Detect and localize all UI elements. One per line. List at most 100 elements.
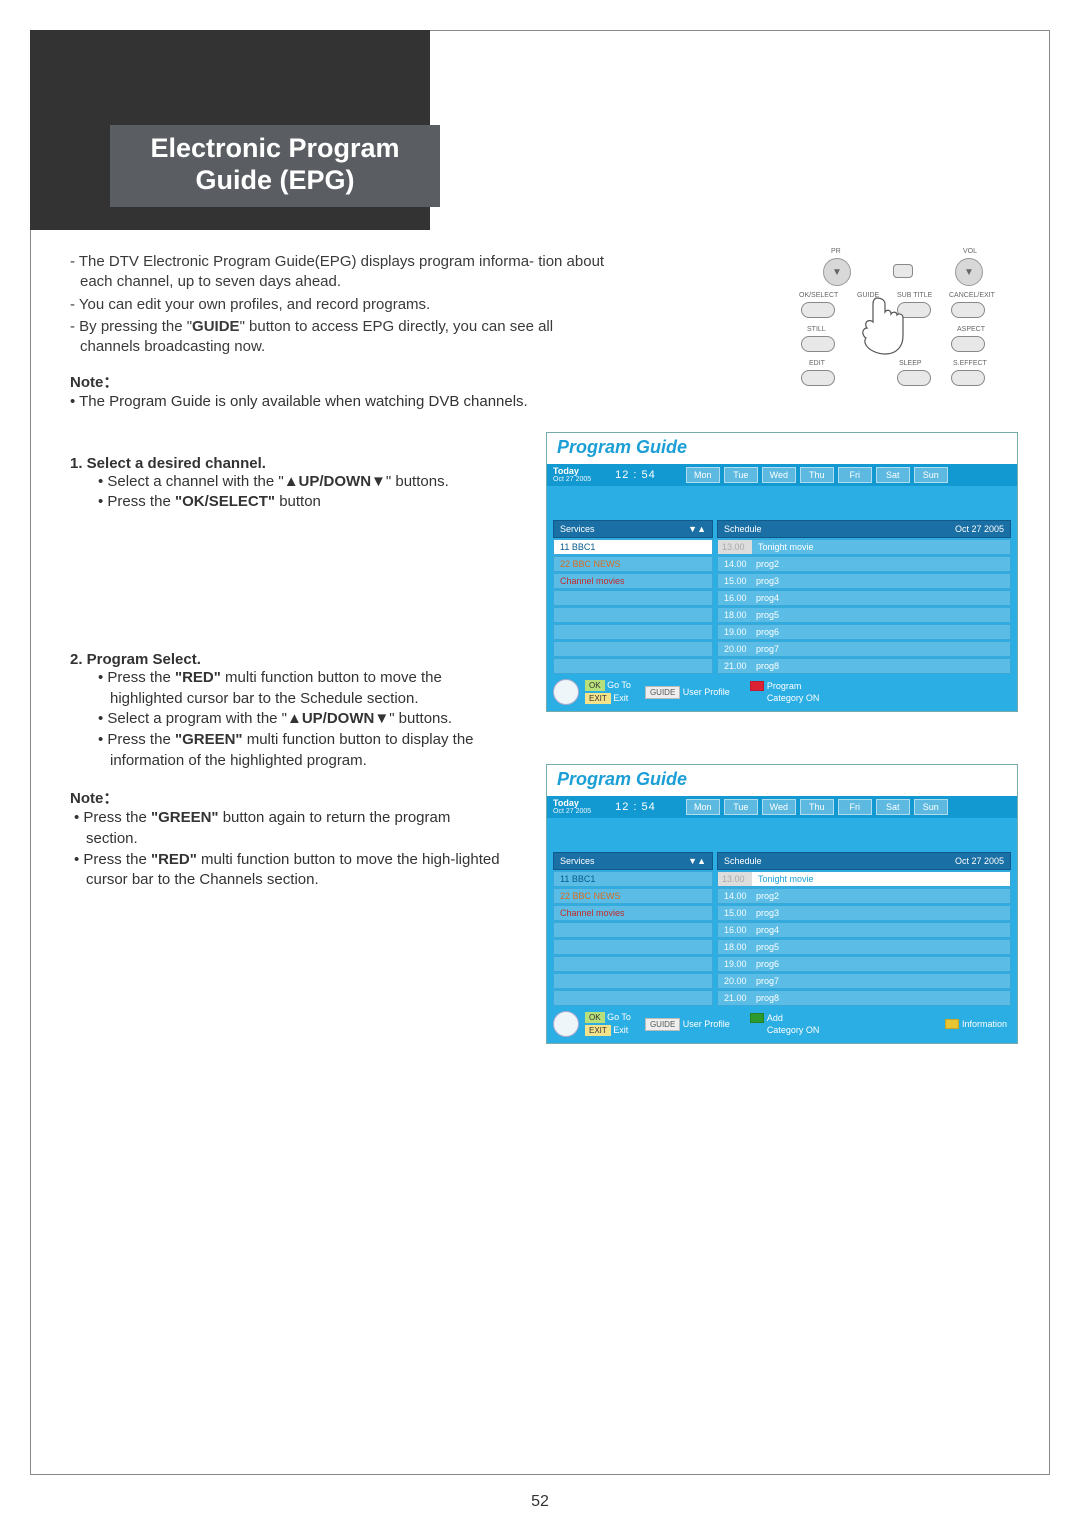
epg-day-tab[interactable]: Sun xyxy=(914,799,948,815)
epg-day-tab[interactable]: Wed xyxy=(762,467,796,483)
epg-services-col: Services▼▲11 BBC122 BBC NEWSChannel movi… xyxy=(553,852,713,1007)
epg-service-row[interactable]: Channel movies xyxy=(553,905,713,921)
epg-schedule-row[interactable]: 15.00prog3 xyxy=(717,905,1011,921)
footer-userprofile: User Profile xyxy=(683,1019,730,1029)
epg-services-col: Services▼▲11 BBC122 BBC NEWSChannel movi… xyxy=(553,520,713,675)
footer-category: Category ON xyxy=(767,1025,820,1035)
epg-service-row-empty xyxy=(553,973,713,989)
epg-schedule-row[interactable]: 13.00Tonight movie xyxy=(717,871,1011,887)
epg-service-row-empty xyxy=(553,624,713,640)
epg-grid: Services▼▲11 BBC122 BBC NEWSChannel movi… xyxy=(547,520,1017,675)
yellow-swatch xyxy=(945,1019,959,1029)
page-number: 52 xyxy=(0,1493,1080,1511)
title-line1: Electronic Program xyxy=(116,133,434,165)
epg-title: Program Guide xyxy=(547,433,1017,464)
epg-service-row[interactable]: 11 BBC1 xyxy=(553,871,713,887)
epg-schedule-row[interactable]: 19.00prog6 xyxy=(717,956,1011,972)
epg-schedule-row[interactable]: 16.00prog4 xyxy=(717,922,1011,938)
epg-footer-right: Add Category ON xyxy=(750,1013,820,1036)
epg-day-tab[interactable]: Sat xyxy=(876,467,910,483)
epg-schedule-row[interactable]: 18.00prog5 xyxy=(717,607,1011,623)
note1-text: • The Program Guide is only available wh… xyxy=(70,392,1018,412)
ok-pill: OK xyxy=(585,680,605,691)
epg-time: 12 : 54 xyxy=(615,469,656,481)
epg-day-tab[interactable]: Fri xyxy=(838,799,872,815)
note2-body: • Press the "GREEN" button again to retu… xyxy=(70,808,500,891)
intro-p2: - You can edit your own profiles, and re… xyxy=(70,295,610,315)
guide-pill: GUIDE xyxy=(645,1018,680,1031)
epg-service-row-empty xyxy=(553,939,713,955)
intro-p1: - The DTV Electronic Program Guide(EPG) … xyxy=(70,252,610,293)
step1-body: • Select a channel with the "▲UP/DOWN▼" … xyxy=(70,472,490,513)
footer-goto: Go To xyxy=(607,680,631,690)
epg-screenshot-2: Program Guide TodayOct 27 2005 12 : 54Mo… xyxy=(546,764,1018,1044)
epg-service-row-empty xyxy=(553,607,713,623)
epg-day-tab[interactable]: Thu xyxy=(800,467,834,483)
epg-today: TodayOct 27 2005 xyxy=(553,467,591,483)
epg-day-tab[interactable]: Tue xyxy=(724,799,758,815)
step2-li1: • Press the "RED" multi function button … xyxy=(98,668,490,709)
epg-service-row-empty xyxy=(553,956,713,972)
epg-service-row[interactable]: Channel movies xyxy=(553,573,713,589)
footer-exit: Exit xyxy=(613,693,628,703)
epg-footer: OK Go To EXIT Exit GUIDE User Profile Pr… xyxy=(547,675,1017,711)
epg-schedule-row[interactable]: 19.00prog6 xyxy=(717,624,1011,640)
epg-services-header: Services▼▲ xyxy=(553,520,713,538)
epg-service-row-empty xyxy=(553,590,713,606)
epg-day-tab[interactable]: Tue xyxy=(724,467,758,483)
footer-information: Information xyxy=(962,1019,1007,1029)
epg-day-tab[interactable]: Wed xyxy=(762,799,796,815)
epg-schedule-row[interactable]: 14.00prog2 xyxy=(717,888,1011,904)
epg-schedule-row[interactable]: 21.00prog8 xyxy=(717,990,1011,1006)
epg-schedule-row[interactable]: 14.00prog2 xyxy=(717,556,1011,572)
epg-schedule-col: ScheduleOct 27 200513.00Tonight movie14.… xyxy=(717,852,1011,1007)
step1-li2: • Press the "OK/SELECT" button xyxy=(98,492,490,513)
epg-schedule-row[interactable]: 20.00prog7 xyxy=(717,973,1011,989)
epg-topbar: TodayOct 27 2005 12 : 54MonTueWedThuFriS… xyxy=(547,796,1017,818)
note2-li2: • Press the "RED" multi function button … xyxy=(74,850,500,891)
epg-day-tab[interactable]: Fri xyxy=(838,467,872,483)
epg-footer: OK Go To EXIT Exit GUIDE User Profile Ad… xyxy=(547,1007,1017,1043)
ok-pill: OK xyxy=(585,1012,605,1023)
footer-userprofile: User Profile xyxy=(683,687,730,697)
dpad-icon xyxy=(553,1011,579,1037)
epg-schedule-header: ScheduleOct 27 2005 xyxy=(717,852,1011,870)
step2-body: • Press the "RED" multi function button … xyxy=(70,668,490,771)
epg-day-tab[interactable]: Sat xyxy=(876,799,910,815)
footer-program: Program xyxy=(767,681,802,691)
epg-grid: Services▼▲11 BBC122 BBC NEWSChannel movi… xyxy=(547,852,1017,1007)
epg-schedule-row[interactable]: 21.00prog8 xyxy=(717,658,1011,674)
epg-title: Program Guide xyxy=(547,765,1017,796)
exit-pill: EXIT xyxy=(585,1025,611,1036)
footer-exit: Exit xyxy=(613,1025,628,1035)
epg-schedule-col: ScheduleOct 27 200513.00Tonight movie14.… xyxy=(717,520,1011,675)
epg-service-row[interactable]: 11 BBC1 xyxy=(553,539,713,555)
epg-schedule-row[interactable]: 20.00prog7 xyxy=(717,641,1011,657)
epg-service-row[interactable]: 22 BBC NEWS xyxy=(553,556,713,572)
epg-service-row-empty xyxy=(553,922,713,938)
intro-p3: - By pressing the "GUIDE" button to acce… xyxy=(70,317,610,358)
guide-pill: GUIDE xyxy=(645,686,680,699)
sort-icon: ▼▲ xyxy=(688,856,706,866)
epg-footer-left: OK Go To EXIT Exit xyxy=(585,1012,631,1036)
dpad-icon xyxy=(553,679,579,705)
epg-screenshot-1: Program Guide TodayOct 27 2005 12 : 54 Mo… xyxy=(546,432,1018,712)
epg-schedule-row[interactable]: 15.00prog3 xyxy=(717,573,1011,589)
epg-schedule-row[interactable]: 18.00prog5 xyxy=(717,939,1011,955)
epg-schedule-row[interactable]: 16.00prog4 xyxy=(717,590,1011,606)
green-swatch xyxy=(750,1013,764,1023)
note2: Note： • Press the "GREEN" button again t… xyxy=(70,787,500,891)
footer-goto: Go To xyxy=(607,1012,631,1022)
epg-service-row[interactable]: 22 BBC NEWS xyxy=(553,888,713,904)
red-swatch xyxy=(750,681,764,691)
epg-spacer xyxy=(547,818,1017,852)
epg-day-tab[interactable]: Thu xyxy=(800,799,834,815)
epg-day-tab[interactable]: Mon xyxy=(686,467,720,483)
epg-schedule-row[interactable]: 13.00Tonight movie xyxy=(717,539,1011,555)
epg-footer-left: OK Go To EXIT Exit xyxy=(585,680,631,704)
epg-day-tab[interactable]: Sun xyxy=(914,467,948,483)
note2-li1: • Press the "GREEN" button again to retu… xyxy=(74,808,500,849)
footer-add: Add xyxy=(767,1013,783,1023)
epg-topbar: TodayOct 27 2005 12 : 54MonTueWedThuFriS… xyxy=(547,464,1017,486)
epg-day-tab[interactable]: Mon xyxy=(686,799,720,815)
